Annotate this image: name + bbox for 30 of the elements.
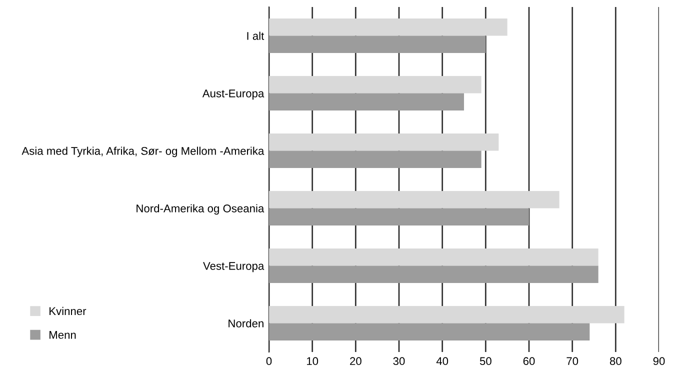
legend-label: Kvinner (50, 306, 86, 316)
y-tick-label: Vest-Europa (203, 262, 264, 272)
x-tick-label: 40 (436, 357, 448, 366)
bar (269, 266, 598, 283)
y-tick-label: Aust-Europa (202, 90, 264, 100)
bar (269, 323, 590, 340)
x-tick-label: 60 (523, 357, 535, 366)
legend-label: Menn (50, 331, 76, 339)
bar (269, 18, 508, 36)
bar (269, 208, 529, 226)
bar (269, 93, 464, 110)
bar (269, 76, 482, 94)
bar (269, 36, 486, 53)
x-tick-label: 80 (610, 357, 622, 366)
x-tick-label: 50 (480, 357, 492, 366)
bar (269, 306, 624, 324)
x-tick-label: 70 (566, 357, 578, 366)
bar (269, 248, 598, 266)
y-tick-label: I alt (247, 32, 264, 40)
y-tick-label: Norden (228, 319, 264, 328)
y-tick-label: Nord-Amerika og Oseania (136, 204, 264, 215)
x-tick-label: 30 (393, 357, 405, 366)
x-tick-label: 0 (266, 357, 272, 366)
x-tick-label: 20 (350, 357, 362, 366)
bar (269, 191, 560, 208)
bar (269, 134, 499, 151)
bar (269, 150, 482, 168)
y-tick-label: Asia med Tyrkia, Afrika, Sør- og Mellom -Amerika (22, 146, 264, 158)
x-tick-label: 90 (653, 357, 665, 366)
x-tick-label: 10 (307, 357, 318, 366)
